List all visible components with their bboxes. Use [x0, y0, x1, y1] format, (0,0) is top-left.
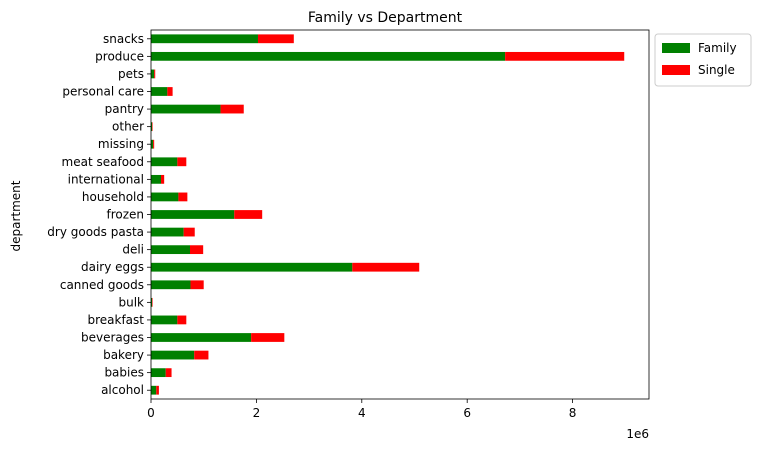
- bar-family-pets: [151, 69, 155, 79]
- bar-single-produce: [505, 51, 625, 61]
- bar-single-canned-goods: [190, 280, 204, 290]
- y-tick-label: bulk: [118, 295, 144, 309]
- bar-single-deli: [189, 245, 204, 255]
- bar-single-other: [152, 122, 153, 132]
- y-tick-label: beverages: [81, 331, 144, 345]
- y-tick-label: pantry: [105, 102, 144, 116]
- x-tick-label: 0: [147, 406, 155, 420]
- bar-single-beverages: [251, 333, 285, 342]
- bar-family-other: [151, 122, 153, 132]
- y-tick-label: other: [112, 120, 144, 134]
- legend: Family Single: [654, 33, 752, 87]
- y-tick-label: international: [68, 172, 144, 186]
- bar-single-household: [178, 192, 188, 202]
- y-tick-label: alcohol: [101, 383, 144, 397]
- bar-family-alcohol: [151, 385, 157, 395]
- bar-family-dry-goods-pasta: [151, 227, 184, 237]
- plot-frame: [150, 29, 650, 400]
- bar-single-breakfast: [177, 315, 187, 325]
- y-tick-label: babies: [104, 366, 144, 380]
- legend-swatch-single: [662, 65, 690, 75]
- bar-single-dairy-eggs: [352, 262, 420, 272]
- y-axis-title: department: [9, 180, 23, 251]
- bar-family-babies: [151, 368, 166, 378]
- y-tick-label: household: [82, 190, 144, 204]
- bar-family-bakery: [151, 350, 195, 360]
- y-tick-label: personal care: [62, 85, 144, 99]
- x-scale-offset: 1e6: [626, 427, 649, 441]
- bar-single-meat-seafood: [177, 157, 187, 167]
- bar-family-deli: [151, 245, 190, 255]
- bar-family-canned-goods: [151, 280, 191, 290]
- bar-single-snacks: [257, 34, 294, 44]
- bar-family-international: [151, 174, 162, 184]
- legend-label-single: Single: [698, 63, 735, 77]
- chart-title: Family vs Department: [308, 10, 463, 26]
- x-tick-label: 6: [463, 406, 471, 420]
- y-tick-label: frozen: [106, 208, 144, 222]
- bar-family-household: [151, 192, 179, 202]
- x-tick-label: 8: [569, 406, 577, 420]
- y-tick-label: dairy eggs: [81, 260, 144, 274]
- bar-single-pantry: [220, 104, 244, 114]
- bar-family-meat-seafood: [151, 157, 178, 167]
- y-tick-label: deli: [122, 243, 144, 257]
- bar-family-personal-care: [151, 87, 168, 96]
- bar-single-alcohol: [156, 385, 159, 395]
- x-ticks: 0 2 4 6 8: [147, 399, 576, 420]
- bar-family-produce: [151, 51, 506, 61]
- y-tick-label: produce: [95, 49, 144, 63]
- bar-family-missing: [151, 139, 154, 149]
- bar-family-dairy-eggs: [151, 262, 353, 272]
- y-tick-label: canned goods: [60, 278, 144, 292]
- bar-single-frozen: [234, 210, 263, 219]
- x-tick-label: 2: [253, 406, 261, 420]
- y-tick-label: missing: [98, 137, 144, 151]
- x-tick-label: 4: [358, 406, 366, 420]
- bar-single-bulk: [152, 297, 153, 307]
- bar-single-dry-goods-pasta: [183, 227, 195, 237]
- bar-family-bulk: [151, 297, 153, 307]
- bar-family-frozen: [151, 210, 235, 219]
- bar-single-babies: [165, 368, 172, 378]
- y-tick-label: snacks: [103, 32, 144, 46]
- legend-swatch-family: [662, 43, 690, 53]
- bar-family-snacks: [151, 34, 258, 44]
- y-tick-label: meat seafood: [62, 155, 144, 169]
- bar-family-pantry: [151, 104, 221, 114]
- bar-single-missing: [153, 139, 155, 149]
- y-tick-label: pets: [118, 67, 144, 81]
- bar-single-bakery: [194, 350, 209, 360]
- y-tick-label: bakery: [103, 348, 144, 362]
- legend-label-family: Family: [698, 41, 737, 55]
- bar-single-international: [161, 174, 165, 184]
- bar-family-beverages: [151, 333, 252, 342]
- bar-single-pets: [154, 69, 156, 79]
- bar-family-breakfast: [151, 315, 178, 325]
- y-tick-label: breakfast: [87, 313, 144, 327]
- y-ticks: alcohol babies bakery beverages breakfast bul…: [47, 32, 151, 397]
- bars-layer: [151, 34, 625, 395]
- y-tick-label: dry goods pasta: [47, 225, 144, 239]
- bar-single-personal-care: [167, 87, 173, 96]
